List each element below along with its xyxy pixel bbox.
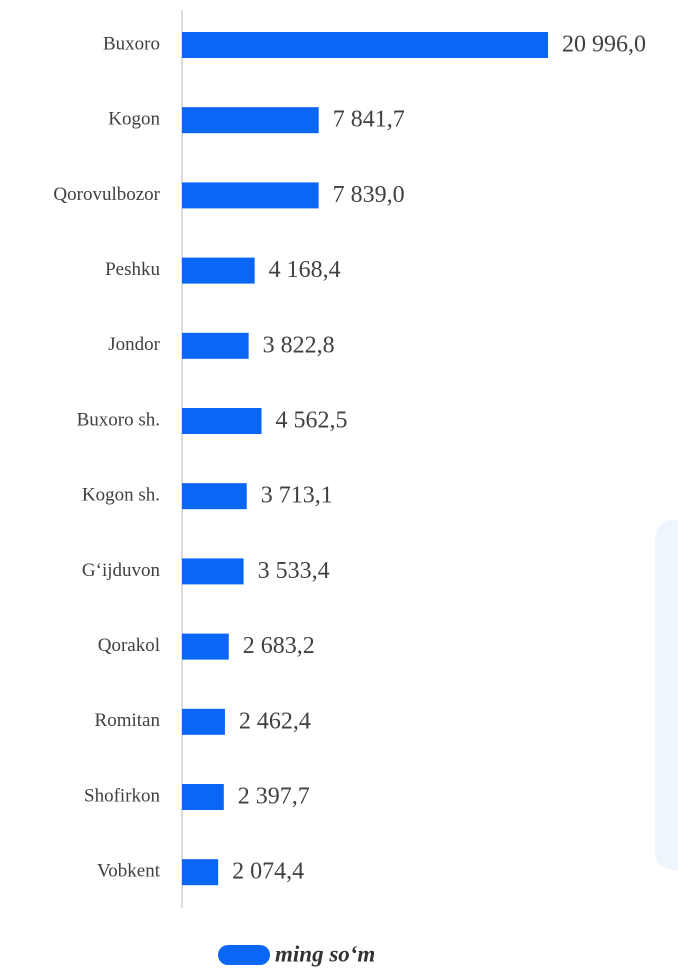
bar [182,859,219,886]
bar [182,408,262,434]
bar [182,32,548,58]
category-label: Shofirkon [84,785,161,806]
bar [182,558,244,585]
bar [182,483,247,510]
bar [182,784,224,810]
category-label: Romitan [95,710,161,731]
bar [182,182,319,209]
bar [182,107,319,134]
value-label: 2 462,4 [239,708,311,734]
value-label: 20 996,0 [562,32,646,58]
category-label: Qorovulbozor [53,184,160,205]
bar [182,708,225,735]
legend-label: ming so‘m [275,941,375,966]
value-label: 3 822,8 [263,332,335,358]
side-panel [655,520,678,870]
category-label: Kogon sh. [82,485,160,506]
value-label: 2 683,2 [243,633,315,659]
value-label: 3 533,4 [258,558,330,584]
category-label: Jondor [108,334,160,355]
category-label: Buxoro [103,33,160,54]
legend-swatch [218,945,270,965]
category-label: Vobkent [97,861,161,882]
value-label: 2 074,4 [232,859,304,885]
category-label: Peshku [105,259,160,280]
value-label: 4 168,4 [269,257,341,283]
category-label: Qorakol [98,635,160,656]
category-label: Buxoro sh. [77,409,160,430]
bar [182,633,229,660]
value-label: 4 562,5 [276,408,348,434]
category-label: Kogon [108,109,160,130]
value-label: 7 839,0 [333,182,405,208]
value-label: 2 397,7 [238,784,310,810]
category-label: G‘ijduvon [82,560,161,581]
value-label: 3 713,1 [261,483,333,509]
bar [182,257,255,284]
value-label: 7 841,7 [333,107,405,133]
bar [182,332,249,359]
